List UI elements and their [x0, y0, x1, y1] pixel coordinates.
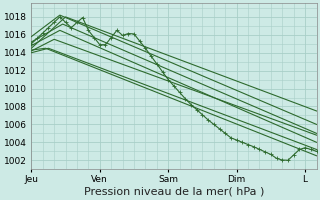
X-axis label: Pression niveau de la mer( hPa ): Pression niveau de la mer( hPa ): [84, 187, 264, 197]
